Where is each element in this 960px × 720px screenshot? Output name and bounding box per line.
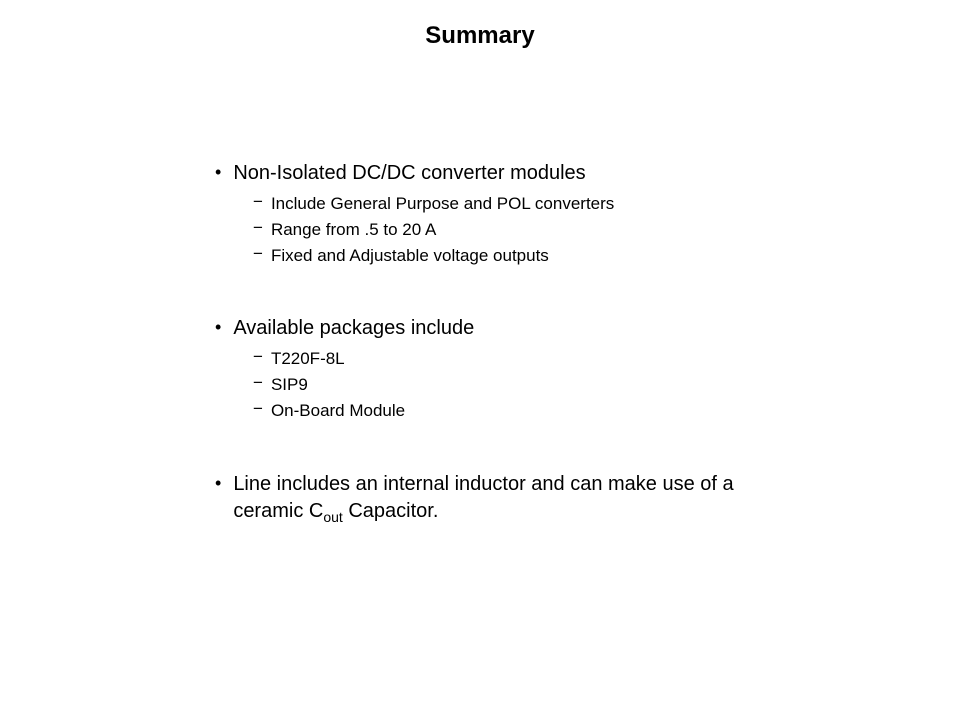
dash-icon: − <box>253 373 263 393</box>
slide-title: Summary <box>0 0 960 50</box>
section3-prefix: Line includes an internal inductor and c… <box>233 473 733 522</box>
bullet-item-2: • Available packages include <box>215 315 775 341</box>
bullet-3-text: Line includes an internal inductor and c… <box>233 471 775 527</box>
sub-bullet-1-3: − Fixed and Adjustable voltage outputs <box>253 244 775 268</box>
sub-text-1-3: Fixed and Adjustable voltage outputs <box>271 244 549 268</box>
section-3: • Line includes an internal inductor and… <box>215 471 775 527</box>
section3-subscript: out <box>323 509 342 525</box>
dash-icon: − <box>253 244 263 264</box>
dash-icon: − <box>253 218 263 238</box>
bullet-dot-icon: • <box>215 317 221 338</box>
bullet-dot-icon: • <box>215 162 221 183</box>
sub-bullet-1-1: − Include General Purpose and POL conver… <box>253 192 775 216</box>
sub-text-2-3: On-Board Module <box>271 399 405 423</box>
section3-suffix: Capacitor. <box>343 500 439 522</box>
dash-icon: − <box>253 347 263 367</box>
sub-text-1-1: Include General Purpose and POL converte… <box>271 192 614 216</box>
slide-content: • Non-Isolated DC/DC converter modules −… <box>215 160 775 533</box>
bullet-item-3: • Line includes an internal inductor and… <box>215 471 775 527</box>
dash-icon: − <box>253 399 263 419</box>
bullet-item-1: • Non-Isolated DC/DC converter modules <box>215 160 775 186</box>
bullet-2-text: Available packages include <box>233 315 474 341</box>
section-1: • Non-Isolated DC/DC converter modules −… <box>215 160 775 267</box>
bullet-dot-icon: • <box>215 473 221 494</box>
sub-text-2-2: SIP9 <box>271 373 308 397</box>
sub-list-2: − T220F-8L − SIP9 − On-Board Module <box>253 347 775 422</box>
sub-text-1-2: Range from .5 to 20 A <box>271 218 436 242</box>
sub-bullet-2-3: − On-Board Module <box>253 399 775 423</box>
dash-icon: − <box>253 192 263 212</box>
sub-bullet-1-2: − Range from .5 to 20 A <box>253 218 775 242</box>
sub-list-1: − Include General Purpose and POL conver… <box>253 192 775 267</box>
sub-text-2-1: T220F-8L <box>271 347 345 371</box>
sub-bullet-2-1: − T220F-8L <box>253 347 775 371</box>
bullet-1-text: Non-Isolated DC/DC converter modules <box>233 160 585 186</box>
section-2: • Available packages include − T220F-8L … <box>215 315 775 422</box>
sub-bullet-2-2: − SIP9 <box>253 373 775 397</box>
